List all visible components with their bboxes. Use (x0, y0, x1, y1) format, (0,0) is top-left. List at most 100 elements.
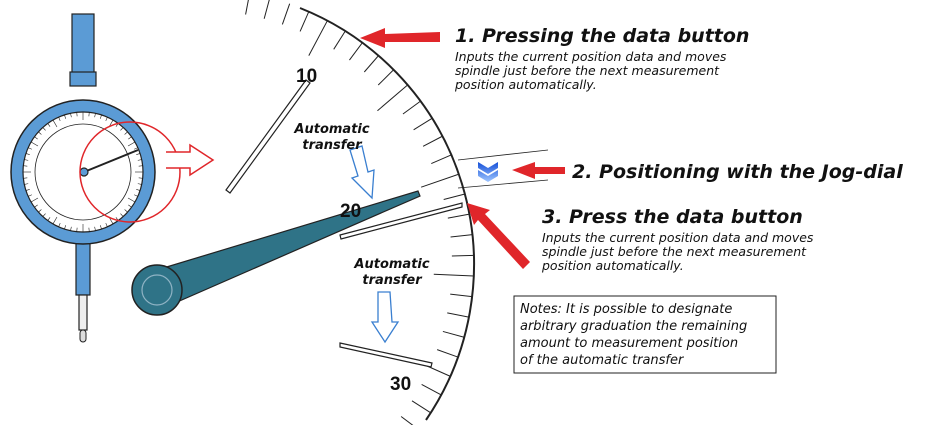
scale-tick (377, 69, 395, 86)
scale-tick (442, 330, 465, 338)
scale-tick (263, 0, 270, 19)
jog-dial (457, 149, 549, 189)
gauge-tick (100, 114, 102, 119)
step-description: Inputs the current position data and mov… (455, 49, 727, 64)
gauge-tick (105, 117, 108, 121)
scale-tick (308, 20, 329, 56)
gauge-tick (42, 127, 46, 131)
scale-tick (447, 213, 470, 219)
gauge-tick (52, 119, 58, 128)
step-description: spindle just before the next measurement (542, 244, 807, 259)
gauge-tick (25, 189, 30, 191)
gauge-tick (47, 217, 51, 221)
pointers (225, 79, 463, 368)
gauge-tick (42, 213, 46, 217)
gauge-tick (28, 147, 32, 150)
gauge-tick (58, 223, 61, 227)
dial-gauge (10, 13, 215, 343)
transfer-label: transfer (302, 138, 363, 153)
gauge-tick (30, 141, 39, 147)
note-line: arbitrary graduation the remaining (520, 319, 747, 334)
gauge-tick (127, 197, 136, 203)
gauge-tick (70, 226, 72, 231)
scale-tick (349, 42, 363, 61)
scale-tick (402, 100, 422, 115)
gauge-tick (28, 194, 32, 197)
gauge-tick (38, 209, 42, 213)
gauge-tick (120, 213, 124, 217)
gauge-tick (124, 131, 128, 135)
step-description: position automatically. (541, 258, 684, 273)
transfer-label: Automatic (353, 257, 429, 272)
scale-tick (433, 273, 474, 277)
gauge-tick (94, 113, 96, 118)
gauge-tick (52, 216, 58, 225)
scale-label: 10 (296, 66, 317, 87)
note-line: of the automatic transfer (520, 353, 685, 368)
step-description: Inputs the current position data and mov… (542, 230, 814, 245)
red-arrows (360, 28, 565, 269)
scale-label: 30 (390, 374, 411, 395)
gauge-tick (47, 123, 51, 127)
step-description: position automatically. (454, 77, 597, 92)
gauge-tick (58, 117, 61, 121)
scale-tick (400, 416, 414, 425)
scale-tick (451, 254, 474, 257)
scale-tick (436, 349, 459, 358)
step-title: 2. Positioning with the Jog-dial (572, 161, 903, 183)
gauge-tick (70, 113, 72, 118)
scale-tick (411, 400, 431, 414)
scale (245, 0, 476, 425)
gauge-tick (24, 183, 29, 185)
scale-label: 20 (340, 201, 361, 222)
gauge-tick (120, 127, 124, 131)
scale-tick (443, 193, 466, 201)
gauge-tick (137, 159, 142, 161)
scale-tick (363, 55, 380, 73)
scale-tick (421, 383, 442, 396)
gauge-tick (64, 114, 66, 119)
transfer-label: transfer (362, 273, 423, 288)
scale-tick (450, 234, 473, 238)
scale-tick (420, 173, 460, 188)
gauge-tick (100, 225, 102, 230)
scale-tick (377, 84, 409, 112)
gauge-tick (134, 194, 138, 197)
gauge-tick (134, 147, 138, 150)
notes-box (513, 295, 777, 374)
gauge-tick (136, 189, 141, 191)
gauge-tick (34, 204, 38, 208)
gauge-tick (24, 159, 29, 161)
gauge-tick (30, 197, 39, 203)
step-description: spindle just before the next measurement (455, 63, 720, 78)
gauge-tick (128, 136, 132, 140)
gauge-tick (25, 153, 30, 155)
scale-tick (447, 312, 469, 318)
gauge-tick (64, 225, 66, 230)
scale-tick (333, 30, 346, 50)
gauge-tick (124, 209, 128, 213)
step-title: 3. Press the data button (542, 206, 803, 228)
scale-tick (413, 117, 433, 131)
gauge-tick (105, 223, 108, 227)
scale-tick (281, 3, 291, 25)
note-line: amount to measurement position (520, 336, 738, 351)
gauge-tick (34, 136, 38, 140)
note-line: Notes: It is possible to designate (520, 302, 732, 317)
gauge-tick (137, 183, 142, 185)
transfer-arrows (349, 145, 400, 344)
gauge-tick (127, 141, 136, 147)
step-title: 1. Pressing the data button (455, 25, 749, 47)
main-pointer (131, 190, 421, 316)
gauge-tick (136, 153, 141, 155)
scale-tick (431, 154, 452, 164)
gauge-tick (128, 204, 132, 208)
scale-tick (422, 135, 443, 147)
scale-tick (450, 293, 473, 298)
gauge-tick (94, 226, 96, 231)
gauge-tick (38, 131, 42, 135)
scale-tick (299, 11, 310, 32)
scale-tick (245, 0, 249, 15)
transfer-label: Automatic (293, 122, 369, 137)
